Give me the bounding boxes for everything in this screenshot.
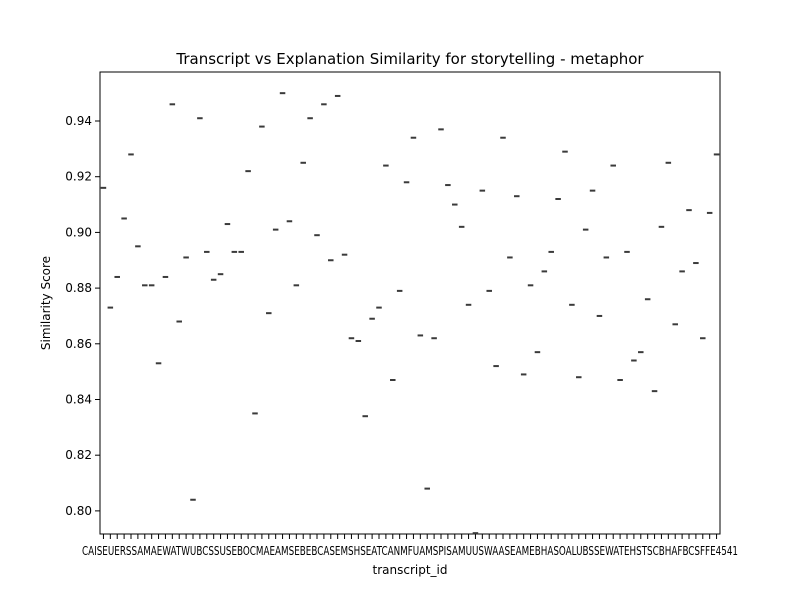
y-tick-label: 0.84: [65, 392, 92, 406]
y-tick-label: 0.94: [65, 114, 92, 128]
y-tick-label: 0.82: [65, 448, 92, 462]
y-tick-label: 0.86: [65, 337, 92, 351]
y-tick-label: 0.92: [65, 170, 92, 184]
chart-title: Transcript vs Explanation Similarity for…: [175, 50, 644, 68]
x-axis-label: transcript_id: [373, 563, 448, 577]
x-axis: [102, 534, 718, 539]
y-tick-label: 0.88: [65, 281, 92, 295]
plot-frame: [99, 71, 721, 535]
x-tick-labels-overlapping: CAISEUERSSAMAEWATWUBCSSUSEBOCMAEAMSEBEBC…: [82, 544, 738, 558]
y-tick-label: 0.80: [65, 504, 92, 518]
y-axis-label: Similarity Score: [39, 256, 53, 350]
y-tick-label: 0.90: [65, 225, 92, 239]
y-axis: 0.80 0.82 0.84 0.86 0.88 0.90 0.92 0.94: [65, 114, 100, 518]
box-series: [100, 92, 720, 535]
